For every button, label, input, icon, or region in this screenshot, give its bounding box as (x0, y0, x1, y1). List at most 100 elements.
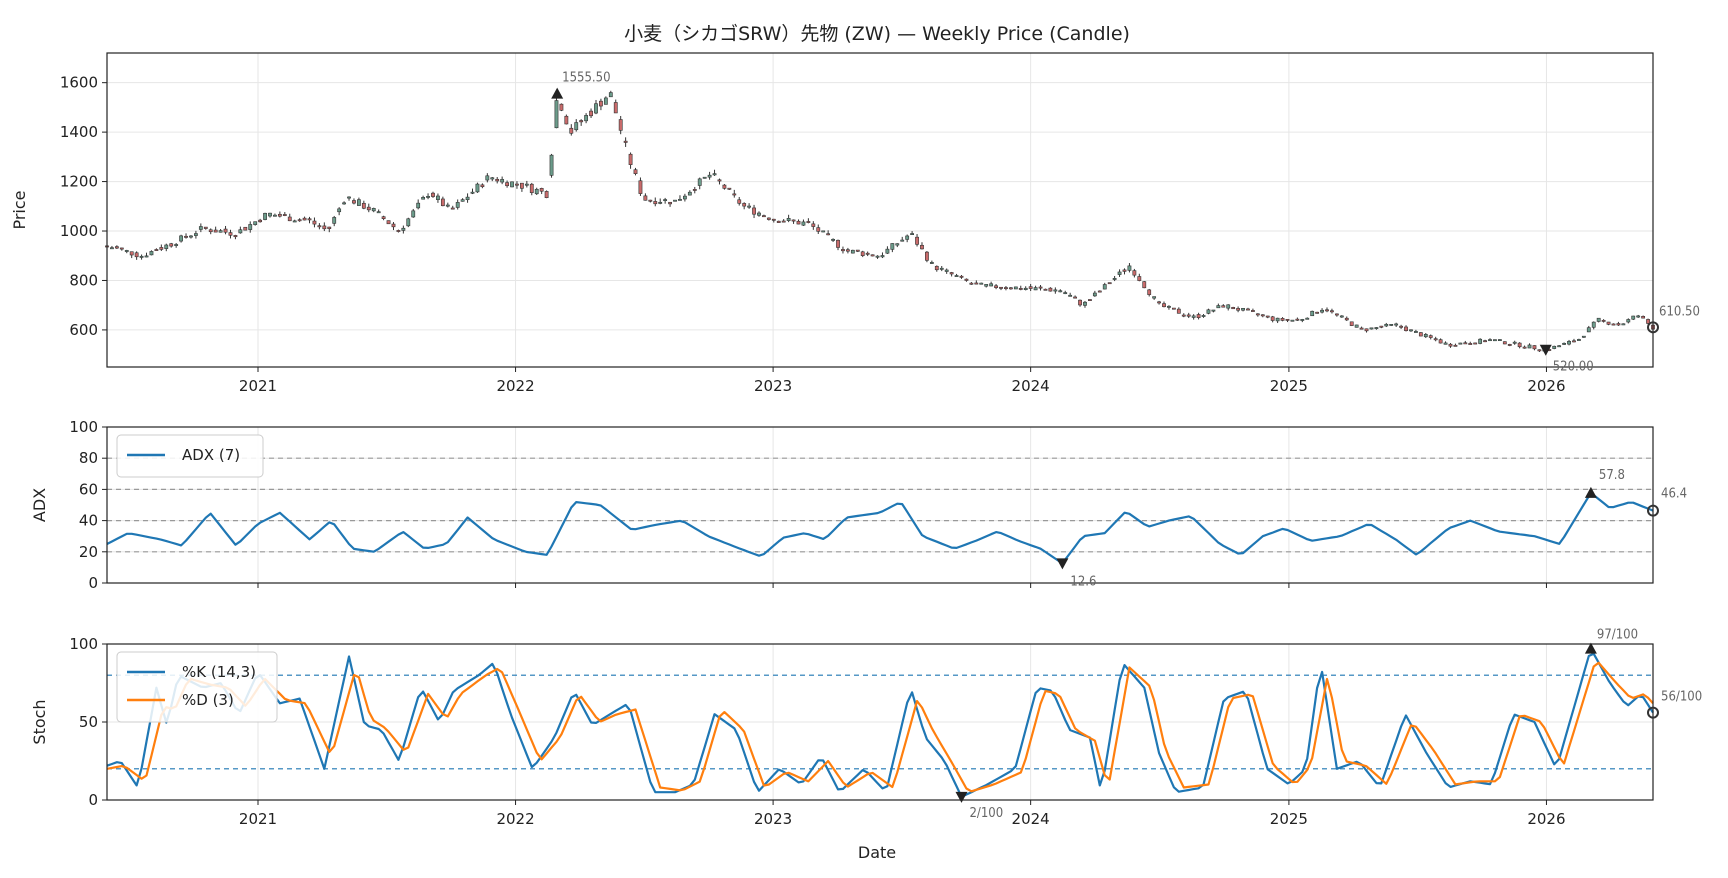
candle-body (1428, 335, 1433, 338)
x-tick-label: 2022 (496, 377, 534, 395)
candle-body (608, 92, 613, 98)
candle-body (826, 233, 831, 236)
candle-body (1433, 338, 1438, 341)
max-label: 1555.50 (562, 71, 610, 86)
candle-body (1453, 344, 1458, 347)
candle-body (1107, 282, 1112, 285)
candle-body (154, 249, 159, 251)
candle-body (263, 212, 267, 220)
x-tick-label: 2024 (1012, 810, 1050, 828)
candle-body (1344, 317, 1349, 321)
candle-body (510, 181, 514, 188)
candle-body (124, 250, 129, 252)
candle-body (1162, 303, 1166, 308)
candle-body (1512, 341, 1517, 344)
y-axis-label: Price (10, 190, 29, 229)
candle-body (1147, 289, 1152, 295)
candle-body (1201, 315, 1206, 317)
y-tick-label: 1600 (60, 74, 98, 92)
candle-body (361, 202, 366, 209)
candle-body (1502, 341, 1507, 345)
candle-body (119, 247, 124, 250)
candle-body (732, 193, 737, 196)
candle-body (1078, 299, 1082, 306)
candle-body (1359, 327, 1364, 330)
candle-body (791, 219, 796, 222)
candle-body (1552, 345, 1557, 349)
candle-body (317, 225, 322, 228)
candle-body (589, 110, 593, 117)
candle-body (569, 127, 574, 134)
candle-body (1226, 304, 1231, 309)
candle-body (465, 196, 470, 201)
candle-body (1088, 299, 1092, 301)
candle-body (1053, 289, 1058, 292)
min-marker (1539, 344, 1552, 356)
x-tick-label: 2021 (239, 377, 277, 395)
candle-body (1320, 309, 1324, 313)
y-tick-label: 50 (79, 713, 98, 731)
candle-body (934, 265, 939, 271)
candle-body (277, 213, 282, 217)
candle-body (1241, 307, 1245, 311)
candle-body (1562, 342, 1566, 345)
candle-body (114, 246, 119, 249)
candle-body (1626, 319, 1631, 323)
candle-body (218, 230, 223, 233)
candle-body (564, 115, 569, 125)
candle-body (1354, 324, 1359, 328)
candle-body (1473, 342, 1478, 345)
candle-body (1048, 287, 1053, 292)
candle-body (1023, 287, 1028, 290)
candle-body (1631, 315, 1636, 320)
y-tick-label: 20 (79, 543, 98, 561)
candle-body (1458, 342, 1463, 345)
candle-body (1260, 314, 1265, 317)
legend: ADX (7) (116, 434, 264, 478)
candle-body (1063, 292, 1068, 295)
candle-body (613, 102, 618, 114)
candle-body (1577, 339, 1581, 341)
candle-body (1611, 323, 1616, 326)
candle-body (500, 179, 505, 183)
candle-body (184, 235, 188, 238)
candle-body (248, 224, 253, 230)
candle-body (1334, 313, 1339, 316)
candle-body (999, 286, 1003, 289)
candle-body (1305, 317, 1310, 320)
candle-body (994, 285, 998, 288)
candle-body (885, 248, 890, 254)
candle-body (1438, 339, 1443, 344)
min-label: 2/100 (969, 806, 1003, 821)
candle-body (376, 211, 381, 214)
candle-body (431, 192, 435, 197)
candle-body (1591, 321, 1596, 328)
candle-body (870, 254, 875, 257)
x-axis-label: Date (858, 843, 896, 862)
candle-body (1018, 288, 1023, 290)
candle-body (747, 205, 752, 208)
axes-frame (106, 426, 1654, 584)
candle-body (401, 227, 406, 231)
candle-body (1557, 345, 1562, 348)
x-tick-label: 2026 (1527, 810, 1565, 828)
candle-body (1191, 315, 1196, 318)
candle-body (1636, 315, 1641, 318)
candle-body (1221, 305, 1226, 308)
candle-body (1073, 296, 1078, 299)
candle-body (1507, 344, 1512, 346)
candle-body (895, 243, 900, 246)
candle-body (179, 235, 183, 242)
candle-body (490, 177, 495, 180)
candle-body (1004, 287, 1008, 290)
candle-body (436, 195, 440, 200)
candle-body (1468, 343, 1473, 345)
candle-body (707, 174, 712, 178)
candle-body (1364, 328, 1369, 332)
candle-body (1586, 327, 1591, 333)
candle-body (920, 244, 924, 250)
candle-body (534, 188, 539, 195)
candle-body (1369, 327, 1374, 330)
candle-body (505, 182, 509, 187)
candle-body (663, 199, 668, 202)
